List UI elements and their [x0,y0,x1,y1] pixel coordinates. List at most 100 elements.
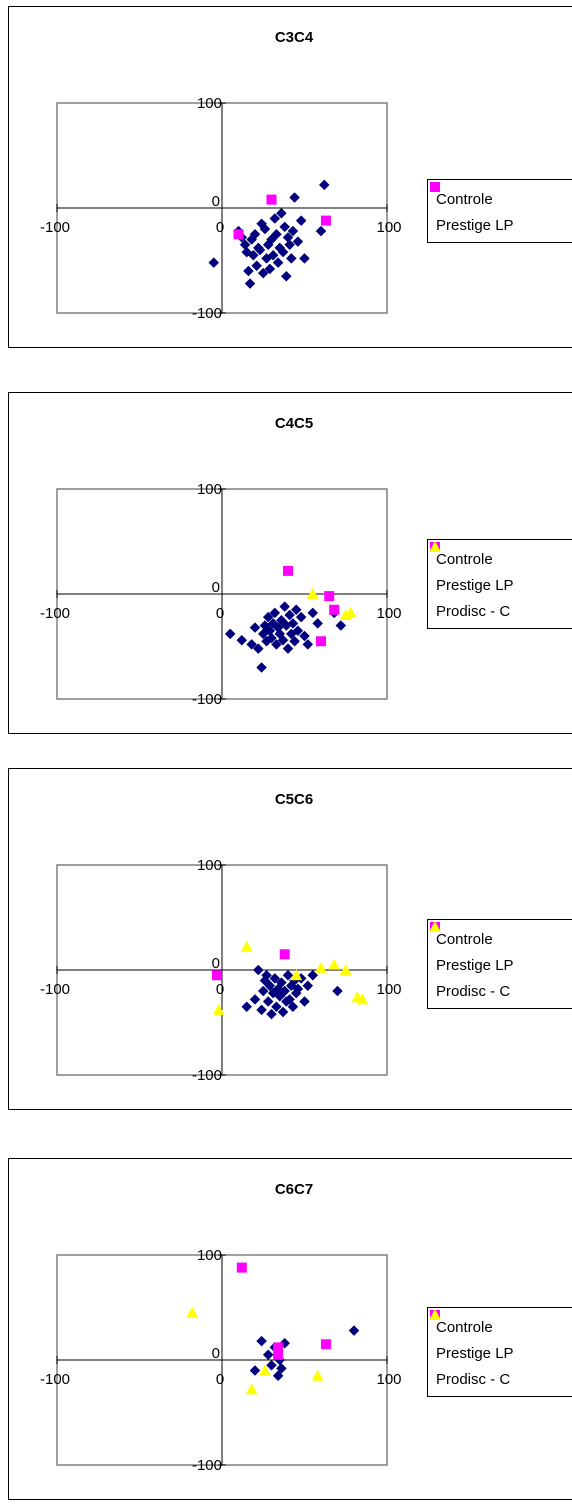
data-point-diamond [267,249,279,261]
data-point-diamond [299,996,310,1007]
y-tick-label: 0 [212,1345,220,1362]
chart-legend: Controle Prestige LP [427,179,572,243]
data-point-square [320,1339,331,1350]
data-point-triangle [339,964,352,975]
data-point-square [273,1349,284,1360]
legend-item: Controle [430,1310,572,1340]
scatter-plot-c5c6: 100 0 -100 -100 0 100 [40,857,402,1084]
legend-marker-square [430,182,440,192]
data-point-diamond [280,270,292,282]
data-point-diamond [285,253,297,264]
data-point-diamond [282,643,294,654]
legend-label: Prodisc - C [436,1370,511,1388]
chart-legend: Controle Prestige LP Prodisc - C [427,539,572,629]
data-point-diamond [277,634,289,646]
legend-label: Controle [436,550,493,568]
data-point-diamond [257,267,269,279]
chart-title: C6C7 [274,1181,314,1198]
data-point-diamond [252,964,264,976]
data-point-triangle [212,1003,225,1015]
data-point-diamond [276,1363,287,1374]
data-point-diamond [318,179,330,191]
data-point-diamond [259,223,271,235]
legend-item: Prodisc - C [429,541,572,624]
data-point-square [236,1262,247,1273]
data-point-triangle [258,1364,271,1376]
data-point-diamond [266,1359,277,1371]
data-point-diamond [249,1365,261,1376]
data-point-diamond [290,604,302,616]
y-tick-label: 100 [197,1247,222,1264]
data-point-triangle [344,606,357,618]
data-point-diamond [348,1325,360,1336]
y-tick-label: -100 [192,1457,222,1474]
data-point-diamond [287,225,299,237]
data-point-diamond [262,996,274,1007]
legend-marker-triangle [429,1309,441,1320]
legend-item: Controle [430,182,572,212]
data-point-diamond [251,260,263,272]
y-tick-label: -100 [192,1067,222,1084]
chart-title: C4C5 [274,415,314,432]
data-point-triangle [315,961,327,973]
data-point-diamond [269,213,281,224]
data-point-diamond [292,983,304,995]
data-point-square [316,636,326,647]
x-tick-label: 0 [216,605,224,622]
legend-item: Prestige LP [430,922,572,978]
data-point-diamond [307,607,319,619]
data-point-square [329,604,340,615]
chart-panel-c4c5: C4C5 100 0 -100 -100 0 100 Controle Prestige L… [8,392,572,734]
data-point-diamond [269,973,281,984]
x-tick-label: -100 [40,1371,70,1388]
data-point-diamond [276,207,287,219]
scatter-plot-c4c5: 100 0 -100 -100 0 100 [40,481,402,708]
legend-marker-triangle [429,921,441,932]
data-point-triangle [240,940,253,952]
legend-item: Prestige LP [430,542,572,598]
data-point-diamond [295,215,307,226]
chart-panel-c5c6: C5C6 100 0 -100 -100 0 100 Controle Prestige L… [8,768,572,1110]
scatter-plot-c6c7: 100 0 -100 -100 0 100 [40,1247,402,1474]
data-point-diamond [279,985,291,997]
legend-label: Prestige LP [436,576,514,594]
legend-item: Prestige LP [430,1310,572,1366]
data-point-square [212,970,223,981]
data-point-diamond [332,985,343,997]
data-point-triangle [186,1306,199,1318]
data-point-diamond [315,225,327,237]
legend-item: Prodisc - C [429,1309,572,1392]
data-point-diamond [289,635,300,647]
legend-item: Prodisc - C [429,921,572,1004]
x-tick-label: -100 [40,981,70,998]
data-point-diamond [256,1004,267,1016]
data-point-triangle [328,958,341,970]
data-point-diamond [289,192,300,203]
data-point-diamond [246,639,258,650]
data-point-square [266,194,277,205]
data-point-diamond [284,994,296,1005]
chart-panel-c6c7: C6C7 100 0 -100 -100 0 100 Controle Prestige L… [8,1158,572,1500]
data-point-diamond [236,634,248,646]
y-tick-label: 100 [197,857,222,874]
data-point-diamond [279,601,291,612]
x-tick-label: 100 [376,605,401,622]
data-point-diamond [299,630,310,642]
data-point-triangle [245,1383,258,1395]
data-point-diamond [287,1001,299,1013]
data-point-diamond [299,253,310,264]
y-tick-label: 100 [197,95,222,112]
data-point-diamond [244,278,256,289]
data-point-diamond [247,249,259,261]
data-point-square [273,1342,284,1353]
x-tick-label: 0 [216,981,224,998]
x-tick-label: -100 [40,219,70,236]
data-point-square [279,949,290,960]
legend-label: Controle [436,1318,493,1336]
data-point-diamond [272,257,284,268]
data-point-diamond [284,609,296,621]
legend-label: Controle [436,930,493,948]
y-tick-label: 0 [212,955,220,972]
legend-label: Prodisc - C [436,982,511,1000]
x-tick-label: 100 [376,1371,401,1388]
